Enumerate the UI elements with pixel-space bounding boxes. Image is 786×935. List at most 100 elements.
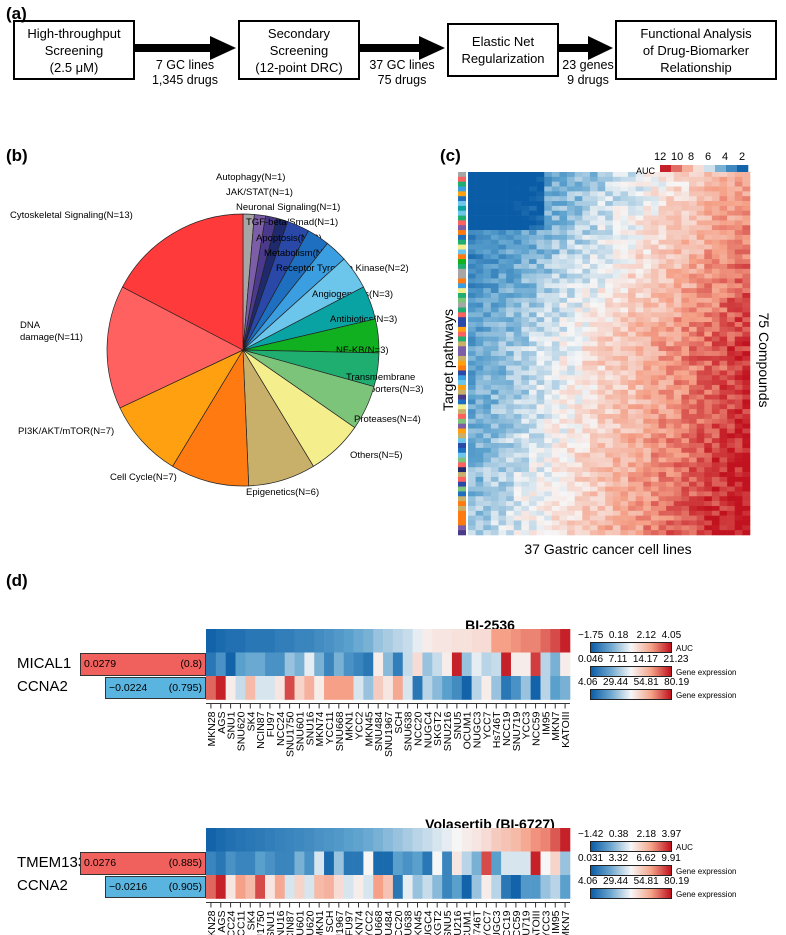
- heatmap-cell: [324, 652, 335, 677]
- heatmap-cell: [498, 230, 507, 236]
- heatmap-cell: [597, 525, 606, 531]
- heatmap-cell: [498, 438, 507, 444]
- heatmap-cell: [734, 176, 743, 182]
- heatmap-cell: [612, 196, 621, 202]
- heatmap-cell: [742, 472, 751, 478]
- heatmap-cell: [475, 414, 484, 420]
- heatmap-cell: [696, 172, 705, 178]
- heatmap-cell: [475, 520, 484, 526]
- heatmap-cell: [696, 394, 705, 400]
- heatmap-cell: [742, 505, 751, 512]
- heatmap-cell: [483, 409, 492, 415]
- heatmap-cell: [643, 215, 652, 221]
- heatmap-cell: [483, 520, 492, 526]
- heatmap-cell: [468, 239, 476, 245]
- heatmap-cell: [658, 268, 667, 274]
- heatmap-cell: [521, 496, 530, 502]
- heatmap-cell: [727, 414, 736, 420]
- heatmap-cell: [628, 423, 636, 429]
- heatmap-cell: [475, 244, 484, 250]
- heatmap-cell: [574, 467, 583, 473]
- heatmap-cell: [513, 389, 522, 395]
- heatmap-cell: [696, 414, 705, 420]
- heatmap-cell: [567, 288, 576, 294]
- heatmap-cell: [582, 244, 591, 250]
- heatmap-cell: [673, 423, 682, 429]
- pathway-color-cell: [458, 172, 466, 178]
- heatmap-cell: [689, 510, 697, 516]
- heatmap-cell: [673, 375, 682, 381]
- heatmap-cell: [612, 447, 621, 454]
- heatmap-cell: [544, 225, 553, 231]
- heatmap-cell: [727, 457, 736, 463]
- heatmap-cell: [274, 676, 286, 700]
- heatmap-cell: [490, 510, 499, 516]
- legend-colorbar: [590, 689, 672, 700]
- heatmap-cell: [689, 201, 697, 207]
- heatmap-cell: [544, 491, 553, 497]
- heatmap-cell: [574, 414, 583, 420]
- heatmap-cell: [742, 360, 751, 366]
- heatmap-cell: [650, 462, 659, 468]
- pathway-color-cell: [458, 418, 466, 424]
- heatmap-cell: [521, 481, 530, 487]
- legend-swatch: [693, 165, 705, 172]
- heatmap-cell: [528, 302, 537, 308]
- heatmap-cell: [513, 263, 522, 270]
- heatmap-cell: [567, 225, 576, 231]
- heatmap-cell: [612, 176, 621, 182]
- heatmap-cell: [734, 283, 743, 289]
- heatmap-cell: [704, 457, 713, 463]
- heatmap-cell: [343, 652, 354, 677]
- heatmap-cell: [589, 370, 598, 376]
- heatmap-cell: [490, 467, 499, 473]
- heatmap-cell: [742, 525, 751, 531]
- heatmap-cell: [483, 462, 492, 468]
- heatmap-cell: [551, 389, 560, 395]
- heatmap-cell: [551, 172, 560, 178]
- heatmap-cell: [711, 322, 720, 328]
- heatmap-cell: [513, 486, 522, 492]
- heatmap-cell: [597, 234, 606, 241]
- heatmap-cell: [373, 875, 384, 899]
- heatmap-cell: [711, 336, 720, 342]
- heatmap-cell: [498, 317, 507, 323]
- heatmap-cell: [734, 501, 743, 507]
- heatmap-cell: [536, 414, 545, 420]
- heatmap-cell: [551, 515, 560, 521]
- heatmap-cell: [521, 462, 530, 468]
- heatmap-cell: [689, 481, 697, 487]
- heatmap-cell: [628, 520, 636, 526]
- heatmap-cell: [742, 491, 751, 497]
- heatmap-cell: [559, 234, 568, 241]
- heatmap-cell: [402, 851, 413, 876]
- heatmap-cell: [742, 414, 751, 420]
- heatmap-cell: [506, 380, 515, 386]
- heatmap-cell: [468, 322, 476, 328]
- heatmap-cell: [643, 210, 652, 216]
- heatmap-cell: [597, 457, 606, 463]
- heatmap-cell: [506, 210, 515, 216]
- heatmap-cell: [483, 472, 492, 478]
- heatmap-cell: [490, 346, 499, 352]
- pathway-color-cell: [458, 181, 466, 187]
- heatmap-cell: [559, 322, 568, 328]
- heatmap-cell: [742, 225, 751, 231]
- heatmap-cell: [528, 418, 537, 424]
- heatmap-cell: [528, 186, 537, 192]
- cell-line-label: MKN7: [550, 711, 562, 740]
- heatmap-cell: [536, 491, 545, 497]
- heatmap-cell: [658, 249, 667, 255]
- heatmap-cell: [567, 215, 576, 221]
- heatmap-cell: [628, 201, 636, 207]
- heatmap-cell: [513, 380, 522, 386]
- heatmap-cell: [628, 230, 636, 236]
- heatmap-cell: [468, 254, 476, 260]
- heatmap-cell: [635, 355, 644, 362]
- heatmap-cell: [506, 443, 515, 449]
- legend-tick: 12: [654, 151, 667, 163]
- heatmap-cell: [727, 380, 736, 386]
- heatmap-cell: [475, 491, 484, 497]
- pathway-color-cell: [458, 201, 466, 207]
- heatmap-cell: [475, 389, 484, 395]
